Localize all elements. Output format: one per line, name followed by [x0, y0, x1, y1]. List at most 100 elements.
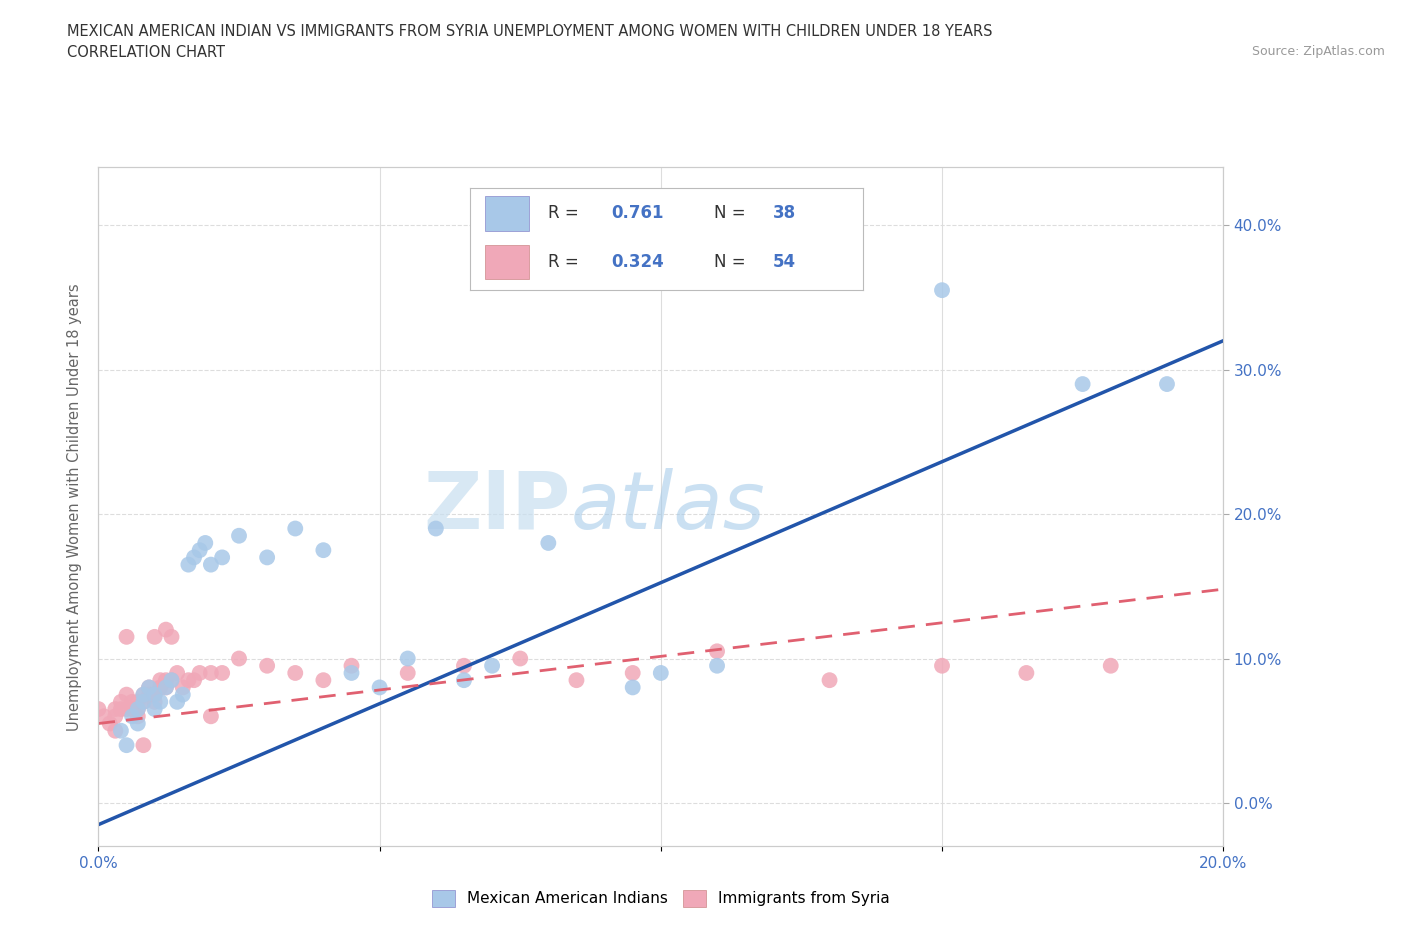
- Point: [211, 550, 233, 565]
- Text: Source: ZipAtlas.com: Source: ZipAtlas.com: [1251, 45, 1385, 58]
- Text: R =: R =: [548, 205, 579, 222]
- Point: [87, 701, 110, 716]
- Point: [104, 701, 127, 716]
- Point: [396, 666, 419, 681]
- Point: [183, 672, 205, 687]
- Point: [115, 701, 138, 716]
- Point: [256, 550, 278, 565]
- Point: [177, 557, 200, 572]
- Point: [200, 666, 222, 681]
- Point: [172, 680, 194, 695]
- Point: [98, 716, 121, 731]
- Point: [115, 737, 138, 752]
- Point: [110, 724, 132, 738]
- Bar: [485, 196, 529, 231]
- Bar: [485, 245, 529, 279]
- Point: [340, 658, 363, 673]
- Text: 0.324: 0.324: [612, 253, 664, 272]
- Point: [127, 701, 149, 716]
- Point: [818, 672, 841, 687]
- Point: [132, 687, 155, 702]
- Point: [93, 709, 115, 724]
- Point: [284, 666, 307, 681]
- Point: [1015, 666, 1038, 681]
- Point: [132, 687, 155, 702]
- Point: [188, 543, 211, 558]
- Text: MEXICAN AMERICAN INDIAN VS IMMIGRANTS FROM SYRIA UNEMPLOYMENT AMONG WOMEN WITH C: MEXICAN AMERICAN INDIAN VS IMMIGRANTS FR…: [67, 24, 993, 39]
- Text: CORRELATION CHART: CORRELATION CHART: [67, 45, 225, 60]
- Point: [453, 658, 475, 673]
- Text: 54: 54: [773, 253, 796, 272]
- Text: R =: R =: [548, 253, 579, 272]
- Point: [509, 651, 531, 666]
- Point: [312, 672, 335, 687]
- Point: [188, 666, 211, 681]
- Point: [200, 709, 222, 724]
- Point: [149, 695, 172, 710]
- Point: [143, 687, 166, 702]
- Point: [160, 672, 183, 687]
- Point: [138, 680, 160, 695]
- Point: [1071, 377, 1094, 392]
- Point: [121, 695, 143, 710]
- Text: ZIP: ZIP: [423, 468, 571, 546]
- Point: [149, 672, 172, 687]
- Point: [706, 658, 728, 673]
- Point: [453, 672, 475, 687]
- Point: [172, 687, 194, 702]
- Point: [166, 666, 188, 681]
- Point: [194, 536, 217, 551]
- Point: [104, 709, 127, 724]
- Point: [183, 550, 205, 565]
- Point: [621, 666, 644, 681]
- Point: [396, 651, 419, 666]
- Y-axis label: Unemployment Among Women with Children Under 18 years: Unemployment Among Women with Children U…: [67, 283, 83, 731]
- Point: [565, 672, 588, 687]
- Point: [177, 672, 200, 687]
- Point: [127, 701, 149, 716]
- Point: [143, 701, 166, 716]
- Point: [1099, 658, 1122, 673]
- Point: [132, 695, 155, 710]
- Point: [706, 644, 728, 658]
- Text: 0.761: 0.761: [612, 205, 664, 222]
- Point: [127, 709, 149, 724]
- Point: [621, 680, 644, 695]
- Point: [650, 666, 672, 681]
- Point: [155, 680, 177, 695]
- Point: [149, 680, 172, 695]
- Point: [931, 283, 953, 298]
- Point: [127, 695, 149, 710]
- Text: atlas: atlas: [571, 468, 766, 546]
- Point: [160, 630, 183, 644]
- Point: [368, 680, 391, 695]
- Point: [1156, 377, 1178, 392]
- Point: [537, 536, 560, 551]
- Point: [110, 701, 132, 716]
- Point: [143, 687, 166, 702]
- Point: [284, 521, 307, 536]
- Point: [121, 701, 143, 716]
- Point: [481, 658, 503, 673]
- Text: N =: N =: [714, 205, 745, 222]
- Point: [160, 672, 183, 687]
- Point: [104, 724, 127, 738]
- Point: [121, 709, 143, 724]
- Text: N =: N =: [714, 253, 745, 272]
- Point: [138, 680, 160, 695]
- Point: [425, 521, 447, 536]
- Point: [931, 658, 953, 673]
- Point: [110, 695, 132, 710]
- Point: [200, 557, 222, 572]
- Point: [256, 658, 278, 673]
- Point: [155, 622, 177, 637]
- Point: [312, 543, 335, 558]
- Point: [143, 630, 166, 644]
- Point: [115, 630, 138, 644]
- Point: [228, 528, 250, 543]
- Text: 38: 38: [773, 205, 796, 222]
- Point: [211, 666, 233, 681]
- Point: [228, 651, 250, 666]
- Point: [132, 737, 155, 752]
- Legend: Mexican American Indians, Immigrants from Syria: Mexican American Indians, Immigrants fro…: [426, 884, 896, 913]
